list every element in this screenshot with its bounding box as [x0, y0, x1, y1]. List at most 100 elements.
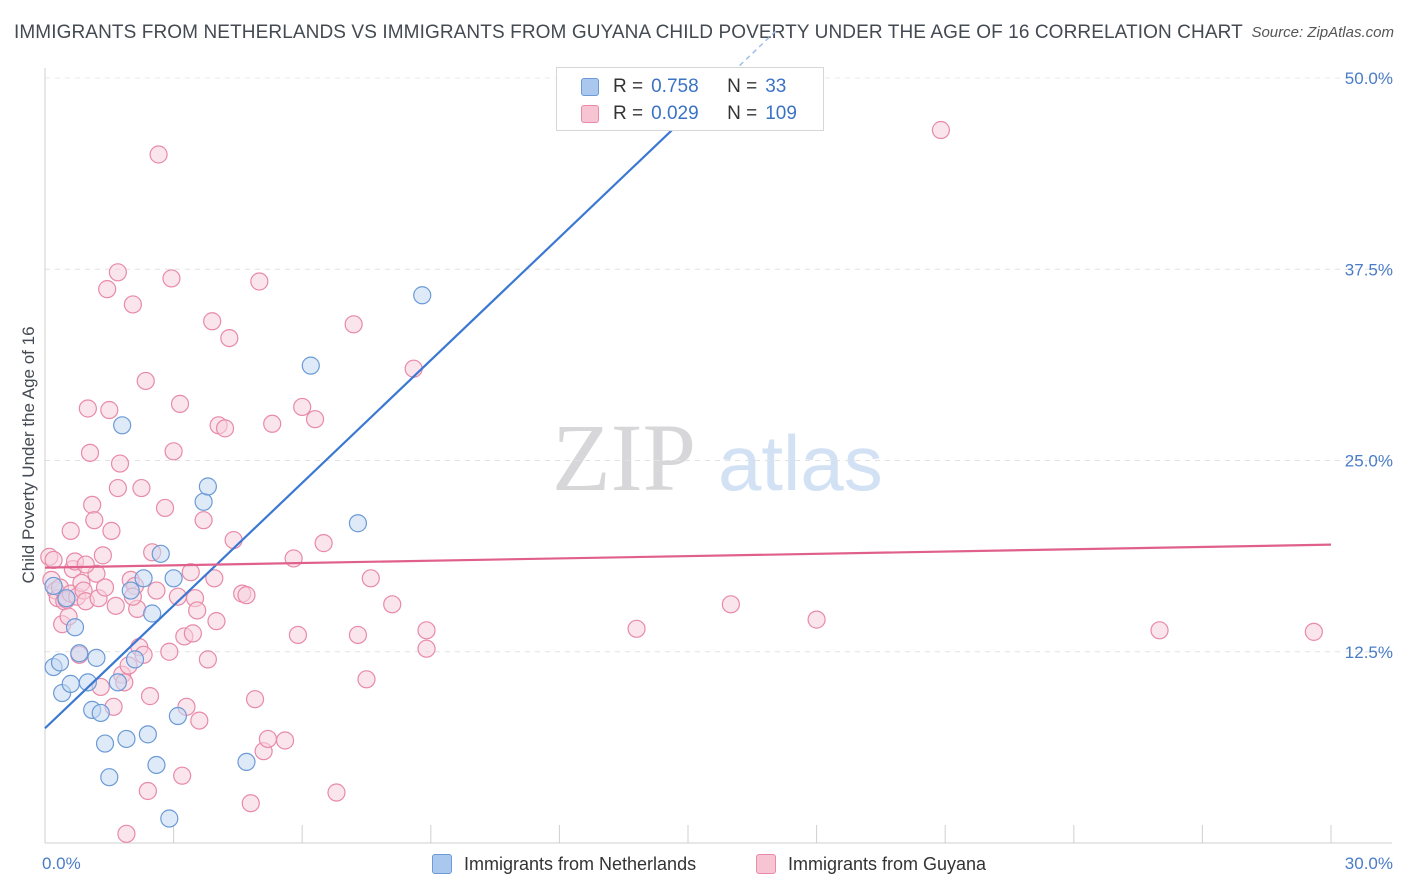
data-point	[108, 478, 127, 498]
data-point	[93, 546, 112, 565]
data-point	[305, 410, 325, 429]
data-point	[807, 610, 826, 629]
series-layer	[40, 120, 1323, 843]
y-axis-label: Child Poverty Under the Age of 16	[19, 326, 38, 583]
data-point	[147, 755, 166, 775]
y-tick-label: 25.0%	[1345, 452, 1393, 471]
data-point	[117, 729, 136, 749]
data-point	[121, 581, 140, 600]
data-point	[931, 120, 951, 140]
data-point	[138, 781, 157, 801]
y-tick-label: 50.0%	[1345, 69, 1393, 88]
data-point	[190, 711, 209, 730]
data-point	[98, 280, 117, 299]
legend-r-value: 0.029	[651, 103, 699, 124]
bottom-legend-swatch-netherlands	[432, 854, 452, 874]
data-point	[275, 731, 295, 750]
legend-n-label: N =	[727, 76, 758, 97]
data-point	[245, 690, 265, 709]
data-point	[110, 454, 130, 473]
data-point	[1150, 621, 1169, 640]
tick-labels: 12.5% 25.0% 37.5% 50.0% 0.0% 30.0%	[42, 69, 1393, 873]
legend-n-label: N =	[727, 103, 758, 124]
trend-layer	[44, 29, 1332, 730]
data-point	[250, 272, 269, 291]
data-point	[327, 783, 346, 802]
data-point	[1304, 622, 1323, 641]
data-point	[113, 416, 132, 435]
data-point	[65, 618, 85, 637]
data-point	[140, 687, 160, 706]
data-point	[164, 442, 183, 461]
data-point	[155, 498, 175, 518]
data-point	[106, 596, 125, 615]
data-point	[160, 809, 179, 828]
data-point	[205, 569, 224, 588]
trend-line-0	[44, 77, 728, 730]
data-point	[108, 673, 127, 692]
data-point	[87, 648, 106, 667]
data-point	[361, 569, 380, 588]
data-point	[203, 312, 222, 331]
data-point	[417, 621, 436, 640]
data-point	[207, 612, 226, 631]
data-point	[241, 794, 260, 813]
data-point	[136, 371, 155, 391]
data-point	[237, 752, 256, 772]
source-label: Source: ZipAtlas.com	[1251, 24, 1394, 41]
data-point	[100, 400, 119, 420]
data-point	[198, 650, 217, 669]
data-point	[237, 586, 256, 605]
data-point	[44, 576, 63, 596]
data-point	[293, 397, 312, 417]
data-point	[194, 511, 213, 530]
legend-swatch-guyana	[581, 105, 599, 123]
data-point	[149, 145, 168, 164]
data-point	[314, 534, 333, 553]
data-point	[181, 563, 200, 582]
bottom-legend-label-guyana: Immigrants from Guyana	[788, 853, 987, 874]
data-point	[284, 549, 303, 568]
data-point	[44, 550, 63, 570]
data-point	[70, 644, 89, 663]
data-point	[102, 521, 121, 540]
data-point	[61, 674, 80, 693]
legend-r-label: R =	[613, 103, 644, 124]
data-point	[50, 653, 70, 672]
data-point	[417, 639, 436, 658]
data-point	[147, 581, 166, 600]
data-point	[80, 443, 100, 462]
data-point	[357, 670, 376, 689]
data-point	[85, 511, 104, 530]
data-point	[721, 595, 740, 614]
trend-line-1	[44, 543, 1332, 569]
data-point	[344, 315, 363, 334]
data-point	[164, 569, 183, 588]
data-point	[170, 394, 190, 413]
bottom-legend-guyana: Immigrants from Guyana	[756, 851, 986, 877]
watermark-atlas: atlas	[718, 419, 883, 507]
data-point	[627, 619, 646, 638]
y-tick-label: 12.5%	[1345, 643, 1393, 662]
grid-lines	[45, 77, 1392, 653]
data-point	[183, 624, 202, 643]
data-point	[224, 530, 243, 550]
legend-row-netherlands: R = 0.758 N = 33	[581, 75, 786, 99]
data-point	[258, 729, 278, 749]
data-point	[95, 578, 115, 597]
bottom-legend-label-netherlands: Immigrants from Netherlands	[464, 853, 697, 874]
data-point	[123, 295, 142, 314]
data-point	[348, 514, 368, 533]
data-point	[413, 286, 432, 305]
data-point	[301, 356, 320, 375]
legend-n-value: 33	[765, 76, 787, 97]
data-point	[188, 601, 207, 620]
data-point	[91, 703, 110, 723]
data-point	[95, 734, 115, 753]
data-point	[83, 495, 102, 514]
watermark-zip: ZIP	[552, 404, 696, 511]
data-point	[383, 595, 402, 614]
data-point	[132, 478, 151, 498]
axes	[44, 68, 1392, 844]
data-point	[57, 589, 76, 608]
